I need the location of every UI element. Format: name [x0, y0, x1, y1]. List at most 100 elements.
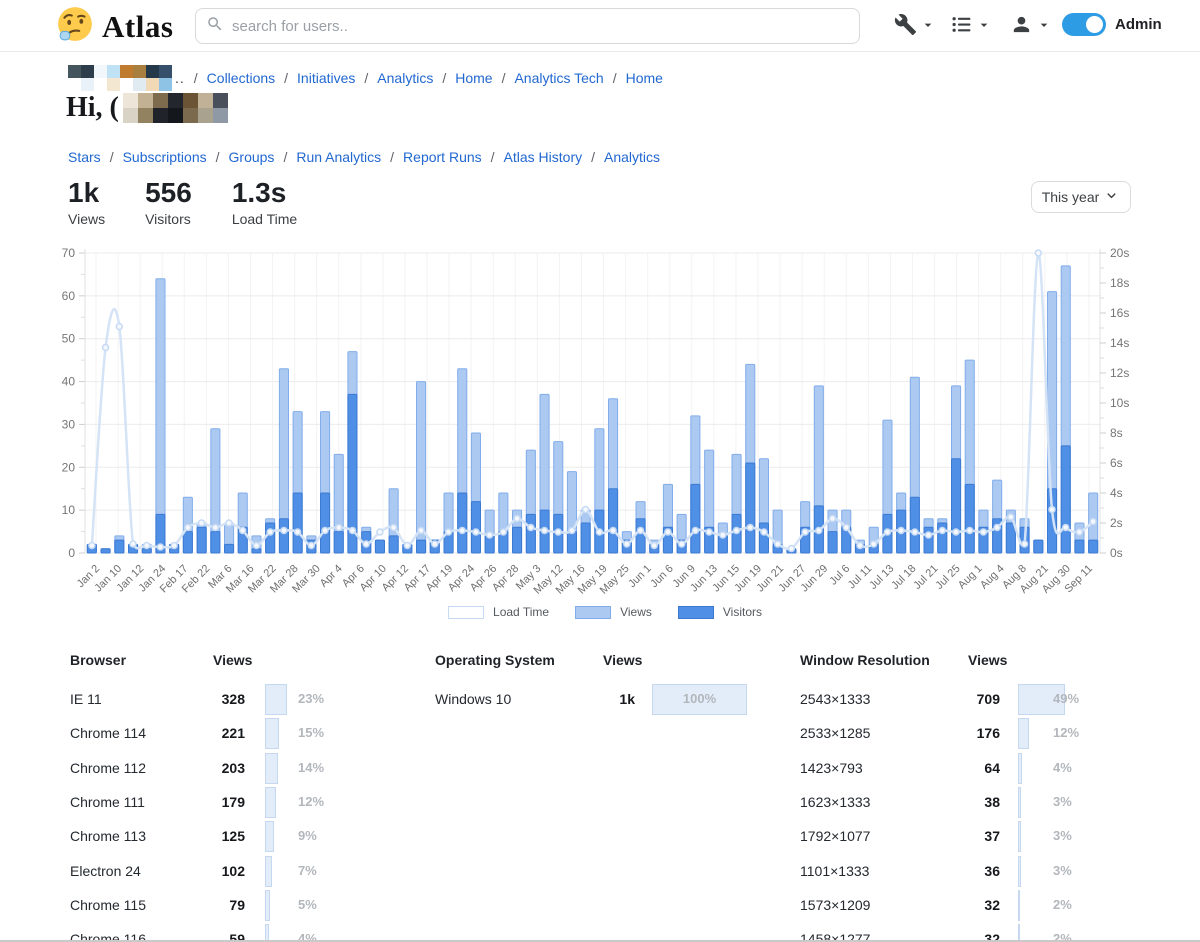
subnav-separator: /	[110, 149, 114, 165]
redaction-pixel	[168, 108, 183, 123]
row-percent-bar	[1018, 718, 1029, 749]
redaction-pixel	[183, 93, 198, 108]
admin-toggle[interactable]	[1062, 13, 1106, 36]
app-logo[interactable]: Atlas	[56, 5, 173, 48]
row-value: 102	[175, 863, 245, 879]
svg-text:10s: 10s	[1110, 396, 1129, 410]
redaction-pixel	[94, 65, 107, 78]
svg-text:16s: 16s	[1110, 306, 1129, 320]
subnav-link[interactable]: Report Runs	[403, 149, 482, 165]
row-label: 2543×1333	[800, 691, 870, 707]
subnav-link[interactable]: Subscriptions	[123, 149, 207, 165]
svg-text:Jun 1: Jun 1	[626, 563, 654, 591]
breadcrumb-link[interactable]: Home	[626, 70, 663, 86]
redaction-pixel	[133, 65, 146, 78]
search-input[interactable]	[232, 18, 849, 35]
table-row: Electron 24 102 7%	[70, 855, 370, 889]
column-header-views: Views	[603, 652, 642, 668]
subnav-link[interactable]: Atlas History	[504, 149, 583, 165]
redaction-pixel	[168, 93, 183, 108]
user-menu-button[interactable]	[1010, 10, 1052, 42]
table-row: 1458×1277322%	[800, 923, 1110, 942]
row-percent-label: 7%	[298, 863, 317, 878]
subnav-link[interactable]: Analytics	[604, 149, 660, 165]
row-percent-bar	[265, 890, 270, 921]
row-value: 709	[930, 691, 1000, 707]
row-percent-bar	[1018, 787, 1021, 818]
tools-menu-button[interactable]	[894, 10, 936, 42]
table-row: 1423×793644%	[800, 752, 1110, 786]
table-row: Chrome 116594%	[70, 923, 370, 942]
redaction-pixel	[94, 78, 107, 91]
page-title: Hi, (	[66, 92, 228, 124]
table-title: Window Resolution	[800, 652, 930, 668]
chevron-down-icon	[976, 17, 992, 36]
row-percent-label: 3%	[1053, 794, 1072, 809]
row-label: Chrome 116	[70, 931, 146, 942]
svg-text:18s: 18s	[1110, 276, 1129, 290]
breadcrumb-separator: /	[613, 70, 617, 86]
svg-text:8s: 8s	[1110, 426, 1123, 440]
row-value: 37	[930, 828, 1000, 844]
svg-text:10: 10	[62, 503, 76, 517]
redaction-pixel	[183, 108, 198, 123]
row-label: Chrome 114	[70, 725, 146, 741]
row-value: 32	[930, 897, 1000, 913]
stat-value: 1k	[68, 178, 105, 208]
row-percent-label: 2%	[1053, 931, 1072, 942]
search-box[interactable]	[195, 8, 860, 44]
redaction-pixel	[159, 65, 172, 78]
row-label: Chrome 115	[70, 897, 146, 913]
table-window-resolution: Window ResolutionViews2543×133370949%253…	[800, 652, 1110, 942]
table-row: 1792×1077373%	[800, 820, 1110, 854]
table-row: IE 1132823%	[70, 683, 370, 717]
row-percent-label: 14%	[298, 760, 324, 775]
breadcrumb: ../Collections/Initiatives/Analytics/Hom…	[68, 63, 663, 93]
table-row: Windows 101k100%	[435, 683, 765, 717]
svg-text:30: 30	[62, 417, 76, 431]
svg-text:Apr 4: Apr 4	[318, 563, 345, 590]
row-value: 59	[175, 931, 245, 942]
redaction-pixel	[146, 78, 159, 91]
breadcrumb-link[interactable]: Analytics	[377, 70, 433, 86]
chevron-down-icon	[1103, 187, 1120, 207]
legend-swatch	[678, 606, 714, 619]
greeting-prefix: Hi, (	[66, 92, 119, 124]
list-icon	[950, 13, 973, 39]
svg-text:Aug 1: Aug 1	[956, 563, 985, 592]
row-percent-bar	[265, 718, 279, 749]
breadcrumb-link[interactable]: Analytics Tech	[514, 70, 603, 86]
subnav: Stars/Subscriptions/Groups/Run Analytics…	[68, 149, 660, 165]
redaction-pixel	[107, 65, 120, 78]
breadcrumb-link[interactable]: Collections	[207, 70, 275, 86]
stat-value: 556	[145, 178, 192, 208]
svg-text:4s: 4s	[1110, 486, 1123, 500]
legend-swatch	[448, 606, 484, 619]
column-header-views: Views	[968, 652, 1007, 668]
breadcrumb-separator: /	[364, 70, 368, 86]
breadcrumb-separator: /	[284, 70, 288, 86]
admin-toggle-label: Admin	[1115, 16, 1162, 33]
breadcrumb-link[interactable]: Home	[455, 70, 492, 86]
row-value: 64	[930, 760, 1000, 776]
redaction-pixel	[81, 78, 94, 91]
svg-text:20s: 20s	[1110, 246, 1129, 260]
subnav-link[interactable]: Groups	[229, 149, 275, 165]
redaction-pixel	[159, 78, 172, 91]
row-label: Windows 10	[435, 691, 511, 707]
row-percent-label: 49%	[1053, 691, 1079, 706]
chevron-down-icon	[1036, 17, 1052, 36]
row-label: Electron 24	[70, 863, 141, 879]
legend-label: Load Time	[493, 605, 549, 619]
breadcrumb-link[interactable]: Initiatives	[297, 70, 355, 86]
subnav-separator: /	[491, 149, 495, 165]
lists-menu-button[interactable]	[950, 10, 992, 42]
stats-summary: 1kViews556Visitors1.3sLoad Time	[68, 178, 337, 227]
subnav-link[interactable]: Stars	[68, 149, 101, 165]
row-value: 32	[930, 931, 1000, 942]
analytics-chart[interactable]: 0102030405060700s2s4s6s8s10s12s14s16s18s…	[50, 243, 1160, 603]
stat-label: Load Time	[232, 211, 297, 227]
redaction-pixel	[138, 108, 153, 123]
period-select[interactable]: This year	[1031, 181, 1131, 213]
subnav-link[interactable]: Run Analytics	[296, 149, 381, 165]
